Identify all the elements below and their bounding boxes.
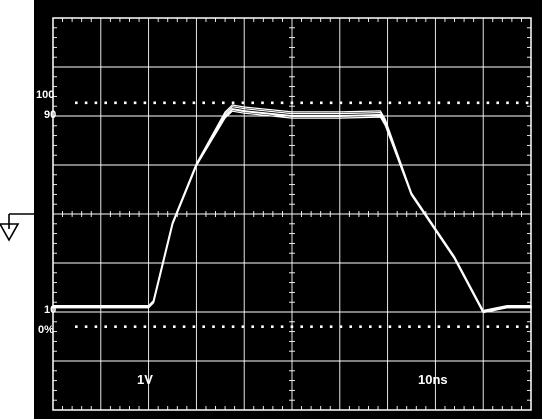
time-scale-readout: 10ns: [418, 372, 448, 387]
ref-label-90: 90: [44, 109, 57, 121]
graticule: [52, 17, 532, 411]
waveform-traces: [52, 104, 532, 314]
scope-screen: [34, 0, 542, 419]
ref-label-0-percent: 0%: [38, 324, 54, 336]
ref-label-100: 100: [36, 89, 55, 101]
ground-arrow-icon: [0, 213, 34, 242]
vertical-scale-readout: 1V: [137, 372, 153, 387]
ref-label-10: 10: [44, 304, 57, 316]
waveform-trace: [52, 104, 532, 312]
reference-dotted-lines: [75, 101, 531, 329]
